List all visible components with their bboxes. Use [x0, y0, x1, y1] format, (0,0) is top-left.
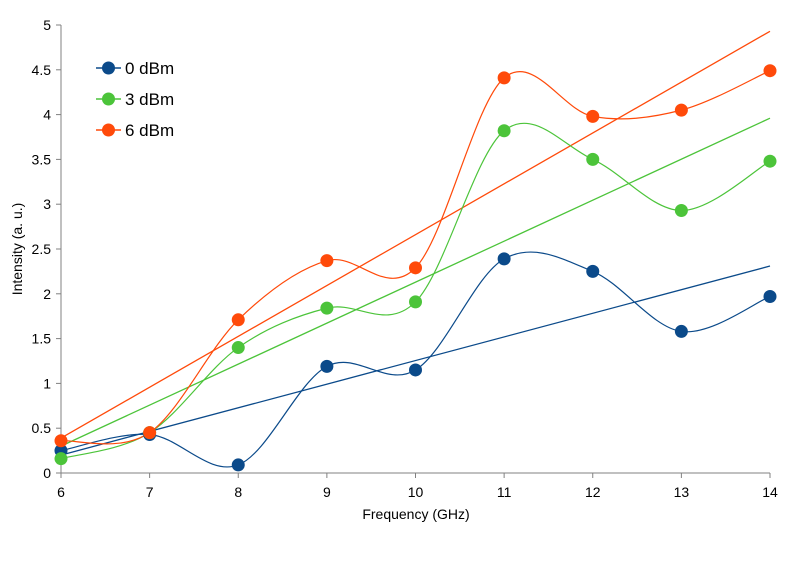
y-tick-label: 3.5: [32, 151, 52, 167]
legend: 0 dBm 3 dBm 6 dBm: [96, 59, 174, 140]
legend-label: 6 dBm: [125, 121, 174, 140]
x-tick-label: 13: [674, 484, 690, 500]
data-point: [586, 152, 600, 166]
trendline: [60, 30, 771, 439]
data-point: [497, 124, 511, 138]
data-point: [409, 363, 422, 377]
data-point: [320, 254, 334, 268]
legend-marker: [102, 92, 115, 106]
x-tick-label: 8: [234, 484, 242, 500]
y-tick-label: 2.5: [32, 241, 52, 257]
data-point: [54, 452, 68, 466]
tick-labels: 0 0.5 1 1.5 2 2.5 3 3.5 4 4.5 5 6 7 8 9 10 11 12 13 14: [32, 17, 778, 500]
trendlines: [60, 30, 771, 456]
series-line: [60, 122, 771, 460]
data-point: [409, 261, 422, 275]
data-point: [320, 301, 334, 315]
data-point: [54, 434, 68, 448]
data-point: [674, 324, 688, 338]
data-point: [763, 64, 777, 78]
legend-label: 3 dBm: [125, 90, 174, 109]
data-point: [231, 313, 245, 327]
legend-label: 0 dBm: [125, 59, 174, 78]
y-tick-label: 4: [43, 107, 51, 123]
data-point: [674, 103, 688, 117]
data-point: [586, 109, 600, 123]
legend-marker: [102, 123, 115, 137]
x-tick-label: 6: [57, 484, 65, 500]
y-tick-label: 1: [43, 375, 51, 391]
data-point: [763, 289, 777, 303]
data-point: [231, 341, 245, 355]
legend-marker: [102, 61, 115, 75]
y-tick-label: 5: [43, 17, 51, 33]
x-tick-label: 14: [762, 484, 778, 500]
x-axis-title: Frequency (GHz): [362, 506, 469, 522]
y-tick-label: 3: [43, 196, 51, 212]
x-tick-label: 12: [585, 484, 601, 500]
x-tick-label: 7: [146, 484, 154, 500]
data-point: [497, 252, 511, 266]
y-tick-label: 1.5: [32, 331, 52, 347]
y-tick-label: 2: [43, 286, 51, 302]
trendline: [60, 265, 771, 456]
y-tick-label: 0.5: [32, 420, 52, 436]
data-point: [409, 295, 422, 309]
data-point: [586, 264, 600, 278]
data-point: [674, 203, 688, 217]
y-tick-label: 4.5: [32, 62, 52, 78]
data-point: [320, 359, 334, 373]
x-tick-label: 11: [497, 484, 512, 500]
data-points: [54, 64, 777, 472]
trendline: [60, 117, 771, 447]
data-point: [497, 71, 511, 85]
y-axis-title: Intensity (a. u.): [9, 203, 25, 296]
x-tick-label: 9: [323, 484, 331, 500]
data-point: [231, 458, 245, 472]
data-point: [143, 426, 157, 440]
x-tick-label: 10: [408, 484, 424, 500]
series-line: [60, 251, 771, 468]
axes: [56, 24, 771, 478]
y-tick-label: 0: [43, 465, 51, 481]
data-point: [763, 154, 777, 168]
